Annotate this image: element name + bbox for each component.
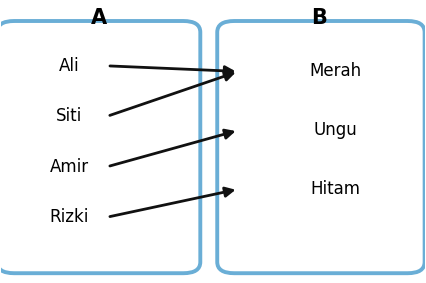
Text: Amir: Amir: [49, 158, 89, 176]
Text: Rizki: Rizki: [49, 208, 89, 226]
Text: B: B: [311, 8, 327, 28]
FancyBboxPatch shape: [0, 21, 200, 273]
Text: Siti: Siti: [56, 107, 82, 125]
Text: Hitam: Hitam: [311, 180, 361, 198]
FancyBboxPatch shape: [217, 21, 425, 273]
Text: Merah: Merah: [310, 63, 362, 80]
Text: A: A: [91, 8, 107, 28]
Text: Ali: Ali: [59, 57, 79, 75]
Text: Ungu: Ungu: [314, 121, 357, 139]
